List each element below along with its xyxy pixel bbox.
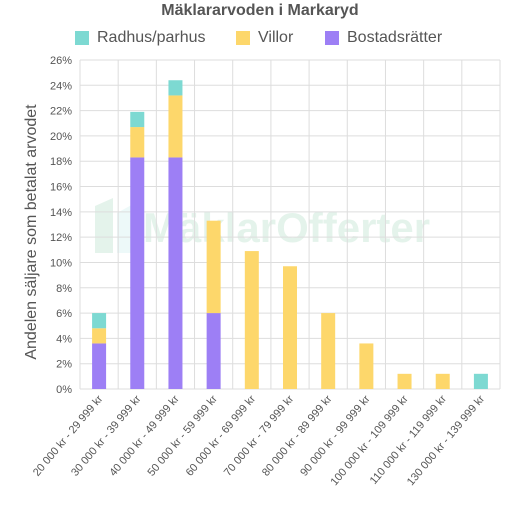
bar-segment[interactable] [92, 328, 107, 344]
legend-label-radhus: Radhus/parhus [97, 29, 206, 46]
x-tick-label: 20 000 kr - 29 999 kr [31, 393, 106, 479]
y-tick-label: 22% [50, 106, 72, 118]
legend-label-bostadsratter: Bostadsrätter [347, 29, 443, 46]
bar-segment[interactable] [206, 220, 221, 314]
x-tick-label: 80 000 kr - 89 999 kr [260, 393, 335, 479]
bar-segment[interactable] [397, 373, 412, 389]
legend-label-villor: Villor [258, 29, 294, 46]
x-tick-label: 90 000 kr - 99 999 kr [298, 393, 373, 479]
bar-segment[interactable] [92, 343, 107, 389]
bar-segment[interactable] [283, 266, 297, 389]
x-tick-label: 70 000 kr - 79 999 kr [222, 393, 297, 479]
x-tick-label: 110 000 kr - 119 999 kr [368, 393, 449, 487]
x-tick-label: 130 000 kr - 139 999 kr [405, 393, 488, 488]
y-tick-label: 12% [50, 232, 72, 244]
y-tick-labels: 0% 2% 4% 6% 8% 10% 12% 14% 16% 18% 20% 22% 24% 26% [50, 55, 72, 396]
y-tick-label: 24% [50, 80, 72, 92]
x-tick-label: 30 000 kr - 39 999 kr [69, 393, 144, 479]
x-tick-label: 40 000 kr - 49 999 kr [107, 393, 182, 479]
legend-swatch-bostadsratter [325, 31, 339, 45]
bar-segment[interactable] [168, 80, 183, 96]
y-tick-label: 0% [56, 384, 72, 396]
y-tick-label: 16% [50, 182, 72, 194]
bar-segment[interactable] [321, 313, 336, 389]
bar-segment[interactable] [244, 251, 259, 389]
bar-segment[interactable] [473, 373, 488, 389]
bar-segment[interactable] [130, 127, 145, 158]
y-tick-label: 20% [50, 131, 72, 143]
bar-segment[interactable] [206, 313, 221, 389]
y-tick-label: 4% [56, 333, 72, 345]
x-tick-label: 100 000 kr - 109 999 kr [329, 393, 412, 488]
chart-legend: Radhus/parhus Villor Bostadsrätter [0, 29, 520, 49]
y-tick-label: 10% [50, 257, 72, 269]
bar-segment[interactable] [168, 157, 183, 389]
legend-item-villor[interactable]: Villor [236, 29, 293, 47]
legend-swatch-villor [236, 31, 250, 45]
bar-segment[interactable] [92, 313, 107, 329]
bar-segment[interactable] [130, 157, 145, 389]
legend-item-bostadsratter[interactable]: Bostadsrätter [325, 29, 442, 47]
y-tick-label: 14% [50, 207, 72, 219]
x-tick-label: 60 000 kr - 69 999 kr [184, 393, 259, 479]
bar-segment[interactable] [168, 95, 183, 158]
bar-segment[interactable] [130, 111, 145, 128]
legend-swatch-radhus [75, 31, 89, 45]
y-tick-label: 26% [50, 55, 72, 67]
y-tick-label: 2% [56, 359, 72, 371]
bar-segment[interactable] [359, 343, 374, 389]
bars [92, 80, 488, 389]
grid-lines [79, 59, 501, 390]
y-tick-label: 6% [56, 308, 72, 320]
y-tick-label: 18% [50, 156, 72, 168]
x-tick-label: 50 000 kr - 59 999 kr [145, 393, 220, 479]
y-tick-label: 8% [56, 283, 72, 295]
chart-title: Mäklararvoden i Markaryd [161, 2, 359, 19]
legend-item-radhus[interactable]: Radhus/parhus [75, 29, 206, 47]
bar-segment[interactable] [435, 373, 450, 389]
